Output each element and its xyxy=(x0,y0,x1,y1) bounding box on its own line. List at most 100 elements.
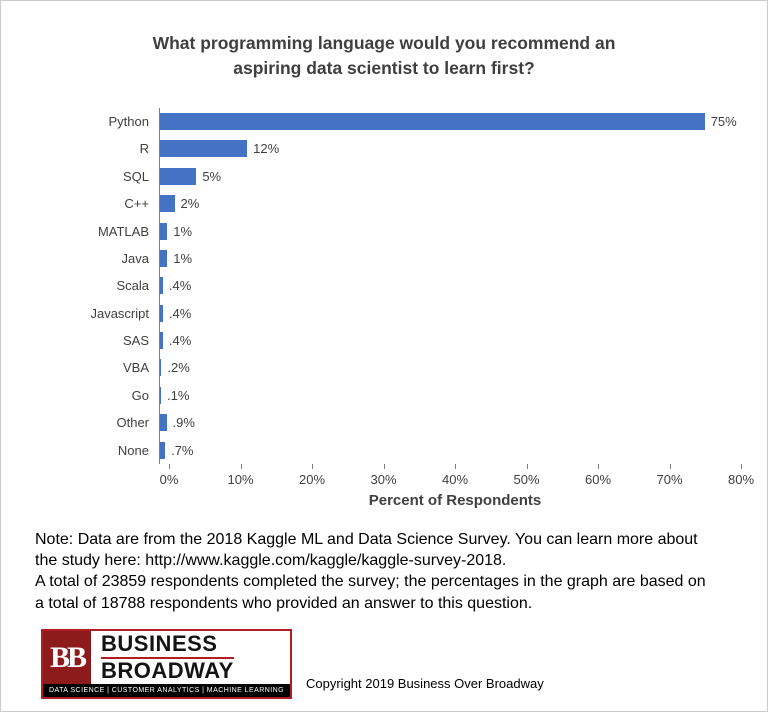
category-label: Java xyxy=(121,250,149,266)
bar xyxy=(160,167,197,185)
value-label: .7% xyxy=(171,442,194,458)
axis-tick xyxy=(669,463,671,469)
axis-tick xyxy=(240,463,242,469)
axis-tick-label: 10% xyxy=(227,471,254,487)
category-label: SQL xyxy=(122,168,149,184)
bar-row: Scala .4% xyxy=(31,272,741,300)
category-label: Scala xyxy=(116,278,149,294)
bar xyxy=(160,222,168,240)
bar-area: .9% xyxy=(159,409,741,437)
category-label: Javascript xyxy=(90,305,149,321)
bar xyxy=(160,140,248,158)
bar-row: R 12% xyxy=(31,135,741,163)
bar-area: 5% xyxy=(159,162,741,190)
logo-names: BUSINESS BROADWAY xyxy=(91,631,244,684)
note-line-4: a total of 18788 respondents who provide… xyxy=(35,594,533,612)
bar-chart: Python 75% R 12% SQL 5% C++ 2% MATLAB 1% Java 1% Sca… xyxy=(31,107,741,464)
bar xyxy=(160,304,163,322)
bar xyxy=(160,195,175,213)
bar xyxy=(160,441,166,459)
bar-area: 1% xyxy=(159,217,741,245)
axis-tick-label: 80% xyxy=(727,471,755,487)
bar xyxy=(160,112,705,130)
bar-area: 1% xyxy=(159,244,741,273)
title-line-2: aspiring data scientist to learn first? xyxy=(233,58,535,79)
bar-row: SAS .4% xyxy=(31,326,741,355)
bar-row: None .7% xyxy=(31,436,741,464)
note-line-1: Note: Data are from the 2018 Kaggle ML a… xyxy=(35,530,698,548)
bar-row: Java 1% xyxy=(31,244,741,273)
note-line-3: A total of 23859 respondents completed t… xyxy=(35,573,706,591)
axis-tick-label: 70% xyxy=(656,471,683,487)
logo-tagline: DATA SCIENCE | CUSTOMER ANALYTICS | MACH… xyxy=(43,684,290,697)
axis-tick xyxy=(598,463,599,469)
axis-tick xyxy=(455,463,456,469)
bar-row: MATLAB 1% xyxy=(31,217,741,245)
logo-name-line-2: BROADWAY xyxy=(101,657,234,683)
axis-tick xyxy=(383,463,385,469)
x-axis-label: Percent of Respondents xyxy=(368,491,542,509)
value-label: 1% xyxy=(173,223,193,239)
value-label: 2% xyxy=(180,196,200,212)
title-line-1: What programming language would you reco… xyxy=(152,33,616,53)
bar xyxy=(160,386,161,404)
note-text: Note: Data are from the 2018 Kaggle ML a… xyxy=(35,529,739,614)
value-label: .4% xyxy=(168,333,192,349)
bar-area: .4% xyxy=(159,326,741,355)
category-label: None xyxy=(117,442,149,458)
category-label: C++ xyxy=(124,196,149,212)
bar-area: .7% xyxy=(159,436,741,464)
axis-tick-label: 0% xyxy=(159,471,179,487)
axis-tick-label: 50% xyxy=(513,471,540,487)
value-label: .9% xyxy=(172,415,195,431)
value-label: 1% xyxy=(173,250,193,266)
value-label: .1% xyxy=(167,387,190,403)
category-label: Other xyxy=(116,415,149,431)
page-title: What programming language would you reco… xyxy=(1,31,767,82)
bar xyxy=(160,277,163,295)
bar-row: SQL 5% xyxy=(31,162,741,190)
bar xyxy=(160,414,167,432)
bar-area: .1% xyxy=(159,381,741,410)
business-broadway-logo: BB BUSINESS BROADWAY DATA SCIENCE | CUST… xyxy=(41,629,292,699)
category-label: Go xyxy=(131,387,149,403)
bar-row: VBA .2% xyxy=(31,354,741,382)
value-label: 12% xyxy=(253,141,280,157)
axis-tick-label: 20% xyxy=(298,471,326,487)
category-label: R xyxy=(139,141,149,157)
bar xyxy=(160,359,162,377)
logo-name-line-1: BUSINESS xyxy=(101,631,218,657)
bar-area: .4% xyxy=(159,272,741,300)
logo-divider xyxy=(101,656,234,659)
value-label: .4% xyxy=(168,305,192,321)
bar-area: .2% xyxy=(159,354,741,382)
category-label: Python xyxy=(108,113,149,129)
copyright-text: Copyright 2019 Business Over Broadway xyxy=(306,676,544,691)
bar-area: 12% xyxy=(159,135,741,163)
bar-area: .4% xyxy=(159,299,741,327)
bar-row: Other .9% xyxy=(31,409,741,437)
footer: BB BUSINESS BROADWAY DATA SCIENCE | CUST… xyxy=(41,629,544,699)
axis-tick xyxy=(526,463,528,469)
bar xyxy=(160,249,168,267)
category-label: MATLAB xyxy=(97,223,149,239)
value-label: .2% xyxy=(167,360,190,376)
bar-row: Python 75% xyxy=(31,107,741,136)
category-label: VBA xyxy=(122,360,149,376)
value-label: 75% xyxy=(710,113,737,129)
axis-tick-label: 30% xyxy=(370,471,397,487)
x-axis: 0% 10% 20% 30% 40% 50% 60% 70% 80% xyxy=(160,463,754,488)
bb-monogram-icon: BB xyxy=(43,631,91,684)
bar-area: 2% xyxy=(159,189,741,218)
axis-tick-label: 60% xyxy=(584,471,612,487)
bar-row: C++ 2% xyxy=(31,189,741,218)
bar xyxy=(160,332,163,350)
note-line-2: the study here: http://www.kaggle.com/ka… xyxy=(35,552,507,570)
category-label: SAS xyxy=(122,333,149,349)
value-label: 5% xyxy=(202,168,222,184)
bar-area: 75% xyxy=(159,107,741,136)
value-label: .4% xyxy=(168,278,192,294)
axis-tick xyxy=(169,463,170,469)
bar-row: Go .1% xyxy=(31,381,741,410)
axis-tick-label: 40% xyxy=(441,471,469,487)
